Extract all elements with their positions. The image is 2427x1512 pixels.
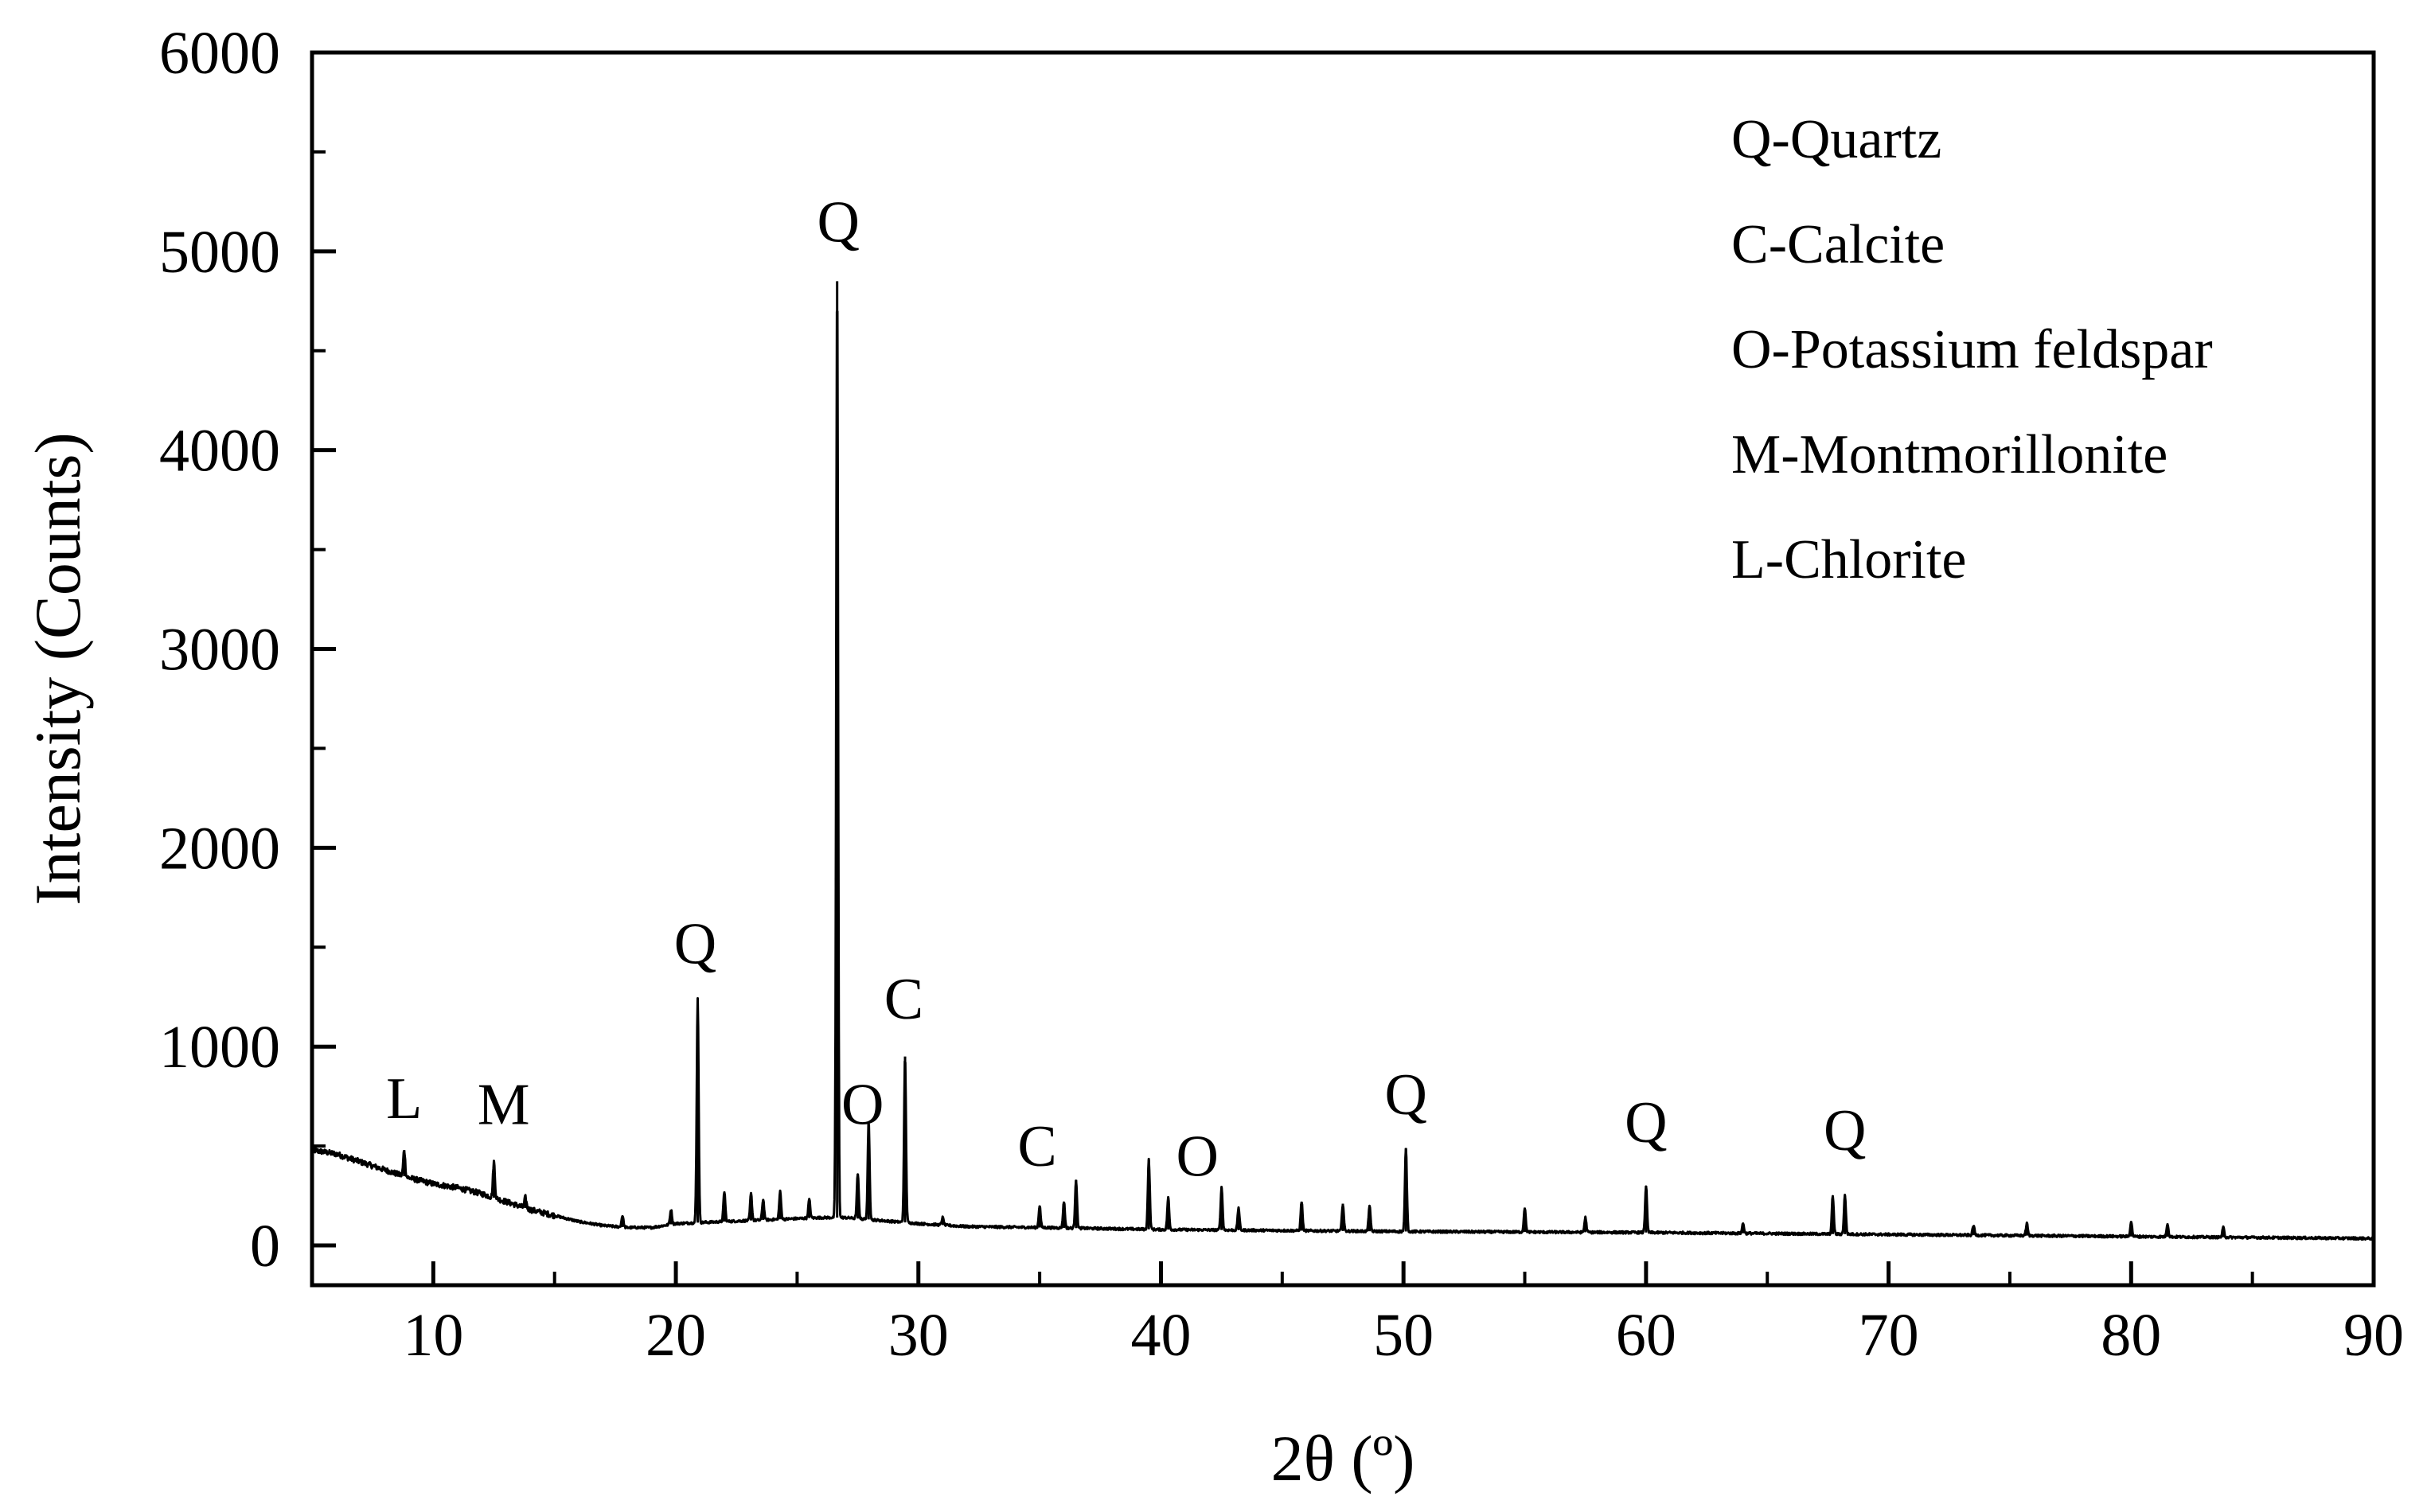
- x-tick-label: 40: [1130, 1302, 1191, 1369]
- axis-ticks-layer: 10 20 30 40 50 60 70 80 90 0 1000 2000 3000 4000 5000 6…: [159, 20, 2404, 1369]
- y-tick-label: 6000: [159, 20, 280, 87]
- legend-entry: Q-Quartz: [1731, 109, 1941, 170]
- y-tick-label: 5000: [159, 219, 280, 286]
- peak-label: O: [1176, 1124, 1218, 1190]
- legend-entry: M-Montmorillonite: [1731, 424, 2168, 485]
- plot-frame-layer: [310, 50, 2376, 1288]
- y-tick-label: 4000: [159, 418, 280, 485]
- y-tick-label: 1000: [159, 1014, 280, 1081]
- peak-label: C: [1017, 1114, 1056, 1179]
- legend: Q-Quartz C-Calcite O-Potassium feldspar M-M…: [1731, 109, 2213, 590]
- x-tick-label: 50: [1373, 1302, 1434, 1369]
- x-tick-label: 90: [2343, 1302, 2404, 1369]
- y-axis-title: Intensity (Counts): [21, 432, 94, 905]
- y-tick-label: 3000: [159, 617, 280, 684]
- pattern-layer: [310, 281, 2375, 1241]
- plot-frame: [310, 50, 2376, 1288]
- x-axis-title: 2θ (º): [1271, 1422, 1415, 1494]
- peak-label: L: [386, 1066, 422, 1132]
- peak-label: M: [478, 1073, 530, 1138]
- peak-label: Q: [1384, 1062, 1426, 1128]
- legend-entry: C-Calcite: [1731, 214, 1945, 275]
- x-tick-label: 70: [1859, 1302, 1919, 1369]
- peak-label: Q: [1625, 1090, 1667, 1155]
- peak-label: Q: [674, 911, 716, 976]
- peak-label: Q: [1824, 1098, 1866, 1163]
- y-tick-label: 2000: [159, 815, 280, 882]
- x-tick-label: 60: [1616, 1302, 1676, 1369]
- peak-label: C: [884, 967, 923, 1032]
- x-tick-label: 20: [646, 1302, 706, 1369]
- x-tick-label: 10: [403, 1302, 463, 1369]
- peak-label: O: [841, 1073, 884, 1138]
- x-tick-label: 30: [888, 1302, 949, 1369]
- legend-entry: O-Potassium feldspar: [1731, 319, 2213, 380]
- peak-label: Q: [817, 189, 859, 255]
- y-tick-label: 0: [250, 1213, 280, 1280]
- x-tick-label: 80: [2101, 1302, 2161, 1369]
- legend-entry: L-Chlorite: [1731, 529, 1966, 590]
